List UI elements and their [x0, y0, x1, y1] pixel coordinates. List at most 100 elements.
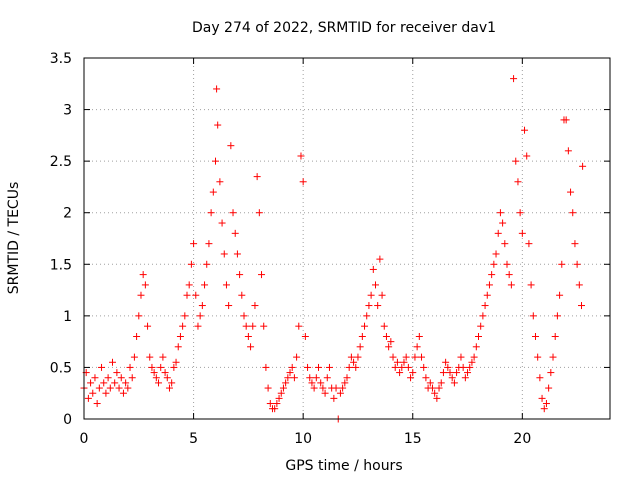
data-point [128, 374, 136, 382]
data-point [119, 389, 127, 397]
data-point [216, 178, 224, 186]
data-point [222, 281, 230, 289]
data-point [376, 255, 384, 263]
data-point [496, 209, 504, 217]
points-layer [80, 75, 587, 423]
data-point [168, 379, 176, 387]
data-point [108, 358, 116, 366]
data-point [536, 374, 544, 382]
chart-title: Day 274 of 2022, SRMTID for receiver dav… [192, 20, 496, 36]
data-point [155, 379, 163, 387]
data-point [201, 281, 209, 289]
data-point [365, 302, 373, 310]
data-point [531, 332, 539, 340]
data-point [159, 353, 167, 361]
data-point [306, 374, 314, 382]
data-point [488, 271, 496, 279]
data-point [529, 312, 537, 320]
data-point [503, 260, 511, 268]
data-point [247, 343, 255, 351]
data-point [271, 405, 279, 413]
data-point [341, 379, 349, 387]
y-tick-label: 0 [63, 412, 72, 428]
data-point [453, 369, 461, 377]
data-point [483, 291, 491, 299]
data-point [104, 374, 112, 382]
data-point [172, 358, 180, 366]
data-point [273, 400, 281, 408]
data-point [207, 209, 215, 217]
data-point [157, 363, 165, 371]
data-point [433, 394, 441, 402]
data-point [369, 265, 377, 273]
data-point [148, 363, 156, 371]
data-point [354, 353, 362, 361]
x-tick-label: 15 [404, 431, 422, 447]
data-point [122, 379, 130, 387]
data-point [475, 332, 482, 340]
data-point [130, 353, 138, 361]
data-point [266, 400, 274, 408]
data-point [464, 369, 472, 377]
data-point [492, 250, 500, 258]
data-point [374, 302, 382, 310]
data-point [87, 379, 95, 387]
data-point [512, 157, 520, 165]
data-point [299, 178, 307, 186]
data-point [183, 291, 191, 299]
data-point [371, 281, 379, 289]
data-point [564, 147, 572, 155]
data-point [461, 374, 469, 382]
data-point [106, 384, 114, 392]
data-point [407, 374, 415, 382]
data-point [135, 312, 143, 320]
data-point [367, 291, 375, 299]
data-point [194, 322, 202, 330]
data-point [573, 260, 581, 268]
data-point [139, 271, 147, 279]
data-point [411, 353, 419, 361]
data-point [124, 384, 132, 392]
data-point [91, 374, 99, 382]
data-point [457, 353, 465, 361]
data-point [485, 281, 493, 289]
data-point [242, 322, 250, 330]
data-point [343, 374, 351, 382]
data-point [514, 178, 522, 186]
data-point [339, 384, 347, 392]
plot-frame [83, 57, 611, 420]
data-point [437, 379, 445, 387]
data-point [363, 312, 371, 320]
y-tick-label: 1.5 [50, 257, 72, 273]
data-point [84, 394, 92, 402]
data-point [89, 389, 97, 397]
data-point [553, 312, 561, 320]
data-point [468, 358, 476, 366]
data-point [304, 363, 312, 371]
data-point [308, 379, 316, 387]
data-point [516, 209, 524, 217]
data-point [279, 384, 287, 392]
data-point [545, 384, 553, 392]
data-point [523, 152, 531, 160]
data-point [238, 291, 246, 299]
data-point [393, 358, 401, 366]
data-point [466, 363, 474, 371]
data-point [113, 369, 121, 377]
data-point [422, 374, 430, 382]
data-point [93, 400, 101, 408]
data-point [220, 250, 228, 258]
data-point [431, 389, 439, 397]
data-point [253, 173, 261, 181]
data-point [98, 363, 106, 371]
data-point [317, 379, 325, 387]
data-point [350, 358, 358, 366]
data-point [330, 394, 338, 402]
data-point [258, 271, 266, 279]
data-point [439, 369, 447, 377]
data-point [579, 162, 587, 170]
y-tick-label: 2 [63, 206, 72, 222]
data-point [297, 152, 305, 160]
